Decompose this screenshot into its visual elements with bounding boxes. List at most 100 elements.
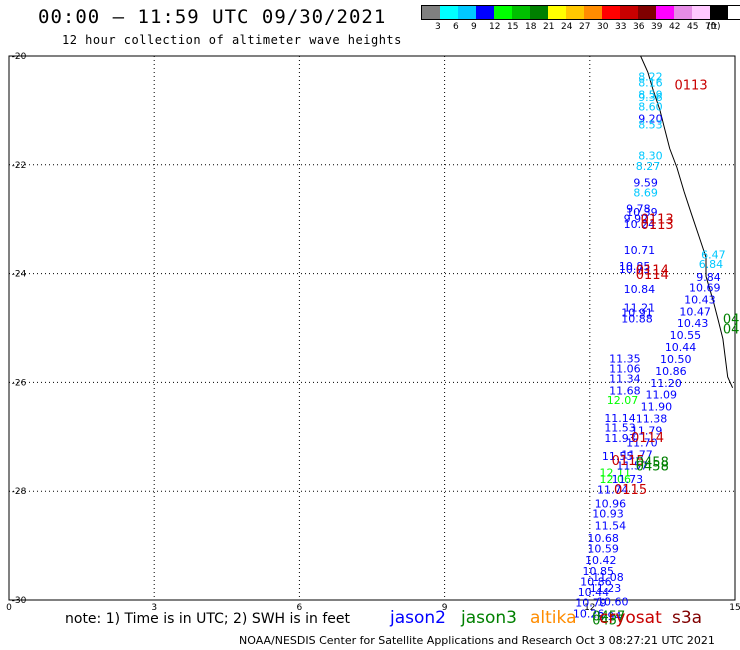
satellite-legend-cryosat: cryosat bbox=[599, 608, 662, 628]
wave-height-value: 10.39 bbox=[626, 206, 658, 219]
wave-height-value: 9.78 bbox=[626, 203, 651, 216]
wave-height-value: 9.84 bbox=[696, 271, 721, 284]
scale-swatch bbox=[548, 6, 566, 19]
wave-height-value: 11.68 bbox=[609, 384, 641, 397]
scale-tick-label: 33 bbox=[615, 22, 627, 32]
pass-time-label: 045 bbox=[723, 313, 740, 328]
wave-height-value: 11.21 bbox=[624, 302, 656, 315]
x-tick-label: 3 bbox=[151, 603, 157, 613]
pass-time-label: 045 bbox=[723, 322, 740, 337]
wave-height-value: 9.36 bbox=[638, 91, 663, 104]
wave-height-value: 8.59 bbox=[638, 88, 663, 101]
wave-height-value: 10.84 bbox=[624, 283, 656, 296]
wave-height-value: 10.85 bbox=[583, 565, 615, 578]
wave-height-value: 11.08 bbox=[592, 571, 624, 584]
scale-swatch bbox=[566, 6, 584, 19]
pass-time-label: 0113 bbox=[641, 213, 674, 228]
wave-height-value: 10.43 bbox=[677, 317, 709, 330]
y-tick-label: -26 bbox=[12, 378, 27, 388]
wave-height-value: 10.91 bbox=[621, 307, 653, 320]
wave-height-value: 11.53 bbox=[604, 421, 636, 434]
scale-tick-label: 27 bbox=[579, 22, 591, 32]
wave-height-value: 10.26 bbox=[573, 607, 605, 620]
pass-time-label: 0458 bbox=[636, 456, 669, 471]
x-tick-label: 12 bbox=[584, 603, 595, 613]
wave-height-value: 11.35 bbox=[609, 352, 641, 365]
wave-height-value: 11.06 bbox=[609, 363, 641, 376]
wave-height-value: 10.59 bbox=[587, 543, 619, 556]
wave-height-value: 11.74 bbox=[597, 483, 629, 496]
scale-tick-label: 30 bbox=[597, 22, 609, 32]
scale-tick-label: 24 bbox=[561, 22, 573, 32]
wave-height-value: 9.59 bbox=[633, 177, 658, 190]
scale-tick-label: 21 bbox=[543, 22, 555, 32]
wave-height-value: 11.77 bbox=[621, 449, 653, 462]
wave-height-value: 9.20 bbox=[638, 112, 663, 125]
wave-height-value: 9.92 bbox=[624, 212, 649, 225]
pass-time-label: 0114 bbox=[636, 264, 669, 279]
y-tick-label: -28 bbox=[12, 487, 27, 497]
scale-swatch bbox=[440, 6, 458, 19]
wave-height-value: 10.73 bbox=[619, 263, 651, 276]
satellite-legend-jason2: jason2 bbox=[390, 608, 446, 628]
scale-swatch bbox=[710, 6, 728, 19]
wave-height-value: 11.79 bbox=[631, 425, 663, 438]
wave-height-value: 10.60 bbox=[597, 595, 629, 608]
scale-tick-label: 39 bbox=[651, 22, 663, 32]
wave-height-value: 11.20 bbox=[650, 377, 682, 390]
scale-swatch bbox=[692, 6, 710, 19]
scale-swatch bbox=[656, 6, 674, 19]
scale-swatch bbox=[494, 6, 512, 19]
wave-height-value: 8.60 bbox=[638, 100, 663, 113]
pass-time-label: 0457 bbox=[592, 613, 625, 628]
wave-height-value: 12.07 bbox=[607, 394, 639, 407]
scale-swatch bbox=[530, 6, 548, 19]
scale-swatch bbox=[620, 6, 638, 19]
wave-height-value: 10.47 bbox=[679, 305, 711, 318]
wave-height-value: 11.54 bbox=[595, 519, 627, 532]
wave-height-value: 8.30 bbox=[638, 149, 663, 162]
wave-height-value: 8.53 bbox=[638, 118, 663, 131]
satellite-legend-jason3: jason3 bbox=[461, 608, 517, 628]
y-tick-label: -20 bbox=[12, 52, 27, 62]
wave-height-value: 6.84 bbox=[699, 258, 724, 271]
wave-height-value: 11.90 bbox=[641, 401, 673, 414]
wave-height-value: 10.71 bbox=[624, 244, 656, 257]
wave-height-value: 11.14 bbox=[604, 412, 636, 425]
wave-height-value: 6.47 bbox=[701, 248, 726, 261]
scale-tick-label: 12 bbox=[489, 22, 501, 32]
coastline bbox=[640, 55, 734, 389]
wave-height-value: 11.70 bbox=[626, 437, 658, 450]
wave-height-value: 8.22 bbox=[638, 70, 663, 83]
wave-height-value: 11.55 bbox=[602, 450, 634, 463]
pass-time-label: 0458 bbox=[636, 460, 669, 475]
scale-swatch bbox=[476, 6, 494, 19]
scale-tick-label: 70 bbox=[705, 22, 717, 32]
y-tick-label: -22 bbox=[12, 161, 27, 171]
wave-height-value: 11.57 bbox=[616, 459, 648, 472]
scale-unit-label: (ft) bbox=[707, 22, 721, 32]
scale-swatch bbox=[458, 6, 476, 19]
scale-tick-label: 9 bbox=[471, 22, 477, 32]
scale-tick-label: 6 bbox=[453, 22, 459, 32]
wave-height-value: 10.42 bbox=[585, 554, 617, 567]
footnote: note: 1) Time is in UTC; 2) SWH is in fe… bbox=[65, 611, 351, 627]
scale-tick-label: 45 bbox=[687, 22, 699, 32]
wave-height-value: 10.24 bbox=[624, 218, 656, 231]
wave-height-value: 11.34 bbox=[609, 372, 641, 385]
wave-height-value: 10.96 bbox=[595, 498, 627, 511]
wave-height-value: 11.23 bbox=[590, 582, 622, 595]
scale-tick-label: 36 bbox=[633, 22, 645, 32]
y-tick-label: -24 bbox=[12, 270, 27, 280]
x-tick-label: 6 bbox=[297, 603, 303, 613]
chart-subtitle: 12 hour collection of altimeter wave hei… bbox=[62, 33, 402, 47]
pass-time-label: 0115 bbox=[612, 454, 645, 469]
color-scale-legend: 3 6 9 12 15 18 21 24 27 30 33 36 39 42 45 70 (ft) bbox=[421, 5, 740, 32]
x-tick-label: 15 bbox=[729, 603, 740, 613]
x-tick-label: 9 bbox=[442, 603, 448, 613]
wave-height-value: 10.43 bbox=[684, 294, 716, 307]
scale-swatch bbox=[638, 6, 656, 19]
wave-height-value: 11.73 bbox=[612, 473, 644, 486]
pass-time-label: 0114 bbox=[631, 431, 664, 446]
